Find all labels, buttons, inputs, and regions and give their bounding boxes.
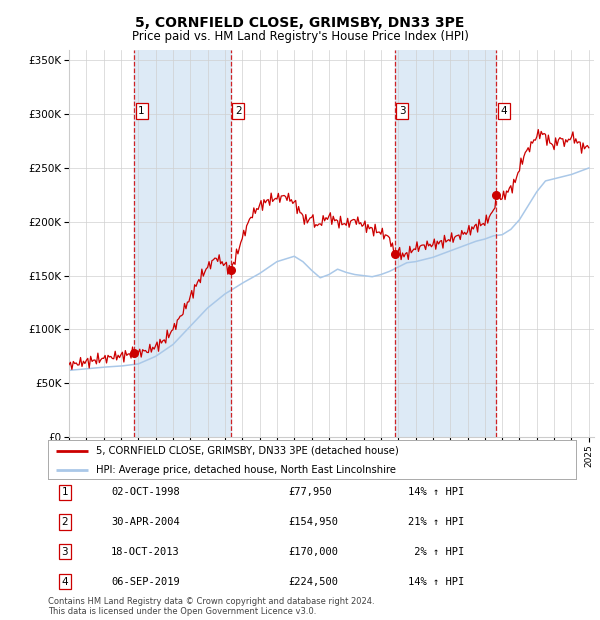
Text: 2% ↑ HPI: 2% ↑ HPI <box>408 547 464 557</box>
Text: 5, CORNFIELD CLOSE, GRIMSBY, DN33 3PE (detached house): 5, CORNFIELD CLOSE, GRIMSBY, DN33 3PE (d… <box>95 446 398 456</box>
Text: £77,950: £77,950 <box>288 487 332 497</box>
Bar <box>134 50 230 437</box>
Text: 5, CORNFIELD CLOSE, GRIMSBY, DN33 3PE: 5, CORNFIELD CLOSE, GRIMSBY, DN33 3PE <box>136 16 464 30</box>
Text: 1: 1 <box>61 487 68 497</box>
Text: Contains HM Land Registry data © Crown copyright and database right 2024.: Contains HM Land Registry data © Crown c… <box>48 597 374 606</box>
Text: 2: 2 <box>235 106 242 116</box>
Text: £170,000: £170,000 <box>288 547 338 557</box>
Text: 4: 4 <box>501 106 508 116</box>
Text: 14% ↑ HPI: 14% ↑ HPI <box>408 577 464 587</box>
Text: 30-APR-2004: 30-APR-2004 <box>111 517 180 527</box>
Text: HPI: Average price, detached house, North East Lincolnshire: HPI: Average price, detached house, Nort… <box>95 465 395 475</box>
Text: Price paid vs. HM Land Registry's House Price Index (HPI): Price paid vs. HM Land Registry's House … <box>131 30 469 43</box>
Text: 3: 3 <box>61 547 68 557</box>
Text: 3: 3 <box>399 106 406 116</box>
Text: 18-OCT-2013: 18-OCT-2013 <box>111 547 180 557</box>
Text: 1: 1 <box>139 106 145 116</box>
Text: 14% ↑ HPI: 14% ↑ HPI <box>408 487 464 497</box>
Text: 06-SEP-2019: 06-SEP-2019 <box>111 577 180 587</box>
Text: £154,950: £154,950 <box>288 517 338 527</box>
Bar <box>395 50 496 437</box>
Text: £224,500: £224,500 <box>288 577 338 587</box>
Text: 21% ↑ HPI: 21% ↑ HPI <box>408 517 464 527</box>
Text: 02-OCT-1998: 02-OCT-1998 <box>111 487 180 497</box>
Text: 2: 2 <box>61 517 68 527</box>
Text: 4: 4 <box>61 577 68 587</box>
Text: This data is licensed under the Open Government Licence v3.0.: This data is licensed under the Open Gov… <box>48 607 316 616</box>
